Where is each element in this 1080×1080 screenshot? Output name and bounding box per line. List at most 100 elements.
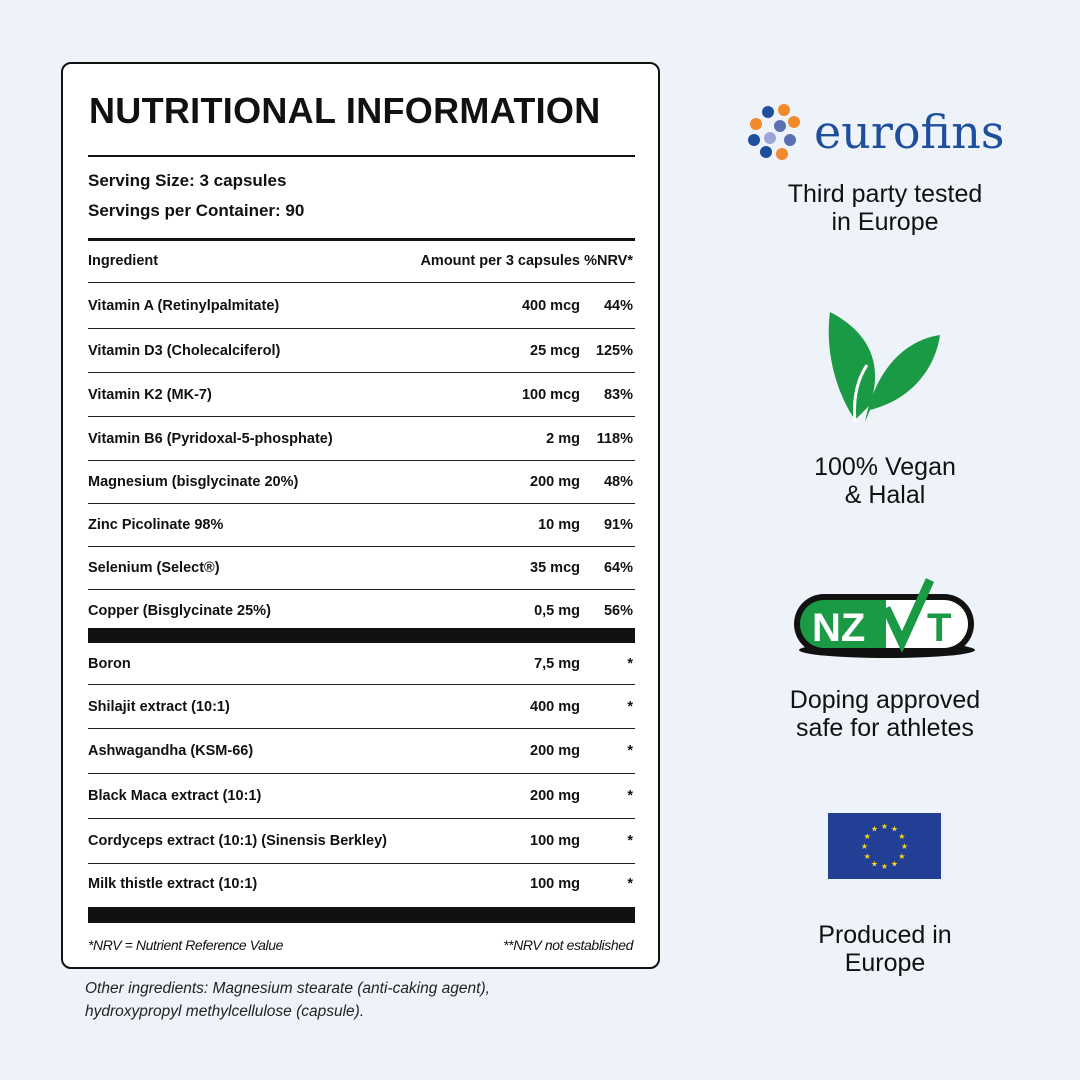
cell-nrv: * <box>627 833 633 849</box>
eu-star-icon: ★ <box>898 852 905 861</box>
eu-flag-icon: ★★★★★★★★★ ★ ★★ <box>828 813 941 879</box>
cell-nrv: * <box>627 743 633 759</box>
cell-amount: 100 mg <box>530 876 580 892</box>
table-row: Selenium (Select®) 35 mcg 64% <box>88 547 635 590</box>
cell-ingredient: Vitamin B6 (Pyridoxal-5-phosphate) <box>88 430 333 447</box>
caption-line: & Halal <box>844 481 926 509</box>
serving-size: Serving Size: 3 capsules <box>88 171 287 190</box>
svg-text:T: T <box>927 606 951 650</box>
caption-line: Produced in <box>818 921 952 949</box>
cell-nrv: 91% <box>603 517 633 533</box>
table-row: Vitamin D3 (Cholecalciferol) 25 mcg 125% <box>88 329 635 373</box>
cell-ingredient: Copper (Bisglycinate 25%) <box>88 603 271 619</box>
table-row: Black Maca extract (10:1) 200 mg * <box>88 774 635 819</box>
eu-star-icon: ★ <box>864 852 871 861</box>
cell-amount: 200 mg <box>530 474 580 490</box>
cell-ingredient: Boron <box>88 655 131 672</box>
cell-ingredient: Milk thistle extract (10:1) <box>88 876 258 892</box>
panel-title: NUTRITIONAL INFORMATION <box>89 90 601 131</box>
cell-nrv: 125% <box>595 342 633 359</box>
eu-star-icon: ★ <box>901 842 908 851</box>
divider <box>88 155 635 157</box>
cell-amount: 10 mg <box>538 517 580 533</box>
cell-amount: 400 mcg <box>521 297 580 314</box>
header-ingredient: Ingredient <box>88 253 159 269</box>
eu-caption: Produced in Europe <box>740 921 1030 977</box>
eu-star-icon: ★ <box>891 859 898 868</box>
table-row: Boron 7,5 mg * <box>88 643 635 685</box>
eu-star-icon: ★ <box>881 822 888 831</box>
eurofins-dots-icon <box>748 104 800 160</box>
cell-amount: 2 mg <box>546 430 580 447</box>
table-row: Shilajit extract (10:1) 400 mg * <box>88 685 635 729</box>
eu-star-icon: ★ <box>871 825 878 834</box>
cell-nrv: * <box>627 698 633 715</box>
footnote-nrv: *NRV = Nutrient Reference Value <box>88 937 283 953</box>
eurofins-caption: Third party tested in Europe <box>740 180 1030 236</box>
cell-nrv: 44% <box>603 297 633 314</box>
cell-ingredient: Vitamin D3 (Cholecalciferol) <box>88 342 281 359</box>
cell-amount: 35 mcg <box>530 560 580 576</box>
cell-nrv: * <box>627 655 633 672</box>
cell-nrv: 83% <box>603 386 633 403</box>
header-nrv: %NRV* <box>584 253 633 269</box>
other-ingredients: Other ingredients: Magnesium stearate (a… <box>85 977 490 1023</box>
cell-ingredient: Vitamin A (Retinylpalmitate) <box>88 297 280 314</box>
cell-ingredient: Shilajit extract (10:1) <box>88 698 230 715</box>
cell-nrv: * <box>627 876 633 892</box>
cell-nrv: 56% <box>603 603 633 619</box>
table-row: Zinc Picolinate 98% 10 mg 91% <box>88 504 635 547</box>
cell-ingredient: Vitamin K2 (MK-7) <box>88 386 212 403</box>
cell-amount: 200 mg <box>530 788 580 804</box>
cell-nrv: 48% <box>603 474 633 490</box>
table-row: Vitamin A (Retinylpalmitate) 400 mcg 44% <box>88 283 635 329</box>
nutrition-panel: NUTRITIONAL INFORMATION Serving Size: 3 … <box>61 62 660 969</box>
eu-star-icon: ★ <box>871 859 878 868</box>
cell-amount: 100 mcg <box>521 386 580 403</box>
cell-ingredient: Black Maca extract (10:1) <box>88 788 262 804</box>
nzvt-logo: NZ T <box>794 578 975 658</box>
vegan-caption: 100% Vegan & Halal <box>740 453 1030 509</box>
cell-ingredient: Ashwagandha (KSM-66) <box>88 743 254 759</box>
caption-line: Third party tested <box>787 180 983 208</box>
cell-amount: 7,5 mg <box>534 655 580 672</box>
eu-star-icon: ★ <box>898 832 905 841</box>
table-row: Ashwagandha (KSM-66) 200 mg * <box>88 729 635 774</box>
other-ingredients-line: hydroxypropyl methylcellulose (capsule). <box>85 1003 365 1020</box>
eu-star-icon: ★ <box>891 825 898 834</box>
footnote-not-established: **NRV not established <box>503 937 633 953</box>
eurofins-wordmark: eurofins <box>814 105 1005 159</box>
header-amount: Amount per 3 capsules <box>420 253 580 269</box>
other-ingredients-line: Other ingredients: Magnesium stearate (a… <box>85 980 490 997</box>
table-row: Vitamin B6 (Pyridoxal-5-phosphate) 2 mg 11… <box>88 417 635 461</box>
eu-star-icon: ★ <box>864 832 871 841</box>
servings-per-container: Servings per Container: 90 <box>88 201 305 220</box>
caption-line: Doping approved <box>789 686 981 714</box>
svg-text:NZ: NZ <box>812 606 865 650</box>
divider <box>88 238 635 241</box>
cell-amount: 100 mg <box>530 833 580 849</box>
cell-amount: 25 mcg <box>530 342 580 359</box>
section-bar <box>88 628 635 643</box>
eurofins-logo: eurofins <box>746 104 1026 160</box>
nzvt-caption: Doping approved safe for athletes <box>740 686 1030 742</box>
caption-line: 100% Vegan <box>814 453 956 481</box>
table-row: Cordyceps extract (10:1) (Sinensis Berkl… <box>88 819 635 864</box>
section-bar <box>88 907 635 923</box>
cell-ingredient: Magnesium (bisglycinate 20%) <box>88 474 299 490</box>
caption-line: Europe <box>844 949 926 977</box>
cell-amount: 200 mg <box>530 743 580 759</box>
eu-star-icon: ★ <box>881 862 888 871</box>
cell-nrv: 64% <box>603 560 633 576</box>
cell-nrv: 118% <box>596 430 633 447</box>
caption-line: in Europe <box>831 208 939 236</box>
table-row: Vitamin K2 (MK-7) 100 mcg 83% <box>88 373 635 417</box>
cell-ingredient: Zinc Picolinate 98% <box>88 517 224 533</box>
table-row: Magnesium (bisglycinate 20%) 200 mg 48% <box>88 461 635 504</box>
eu-star-icon: ★ <box>861 842 868 851</box>
cell-ingredient: Cordyceps extract (10:1) (Sinensis Berkl… <box>88 833 387 849</box>
table-row: Milk thistle extract (10:1) 100 mg * <box>88 864 635 904</box>
leaf-icon <box>828 312 940 423</box>
caption-line: safe for athletes <box>796 714 974 742</box>
table-header: Ingredient Amount per 3 capsules %NRV* <box>88 240 635 283</box>
